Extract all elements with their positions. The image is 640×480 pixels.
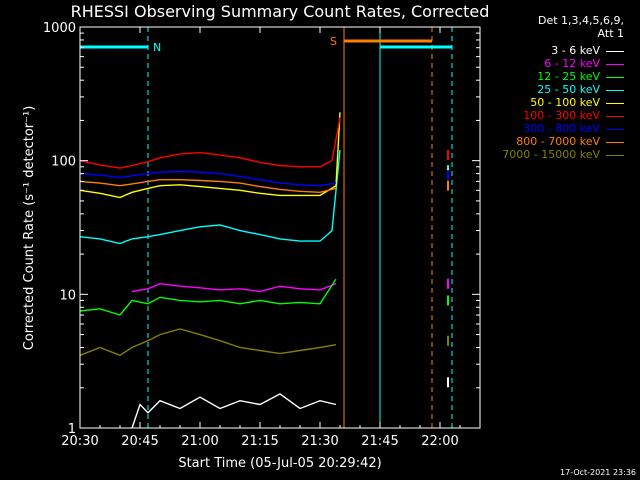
series-line — [79, 170, 337, 187]
legend-swatch — [606, 63, 624, 65]
flag-label: N — [153, 41, 161, 54]
legend-swatch — [606, 141, 624, 143]
legend-entry: 300 - 800 keV — [523, 122, 624, 135]
series-line — [79, 328, 337, 357]
legend: Det 1,3,4,5,6,9, Att 1 3 - 6 keV 6 - 12 k… — [472, 14, 632, 164]
y-axis-label: Corrected Count Rate (s⁻¹ detector⁻¹) — [22, 106, 37, 351]
legend-header-line-1: Det 1,3,4,5,6,9, — [537, 14, 624, 27]
series-line — [79, 112, 341, 199]
legend-entry-label: 800 - 7000 keV — [516, 135, 600, 148]
legend-swatch — [606, 50, 624, 52]
x-axis-label: Start Time (05-Jul-05 20:29:42) — [178, 456, 381, 471]
series-line — [79, 117, 341, 169]
legend-entry-label: 25 - 50 keV — [537, 83, 600, 96]
legend-swatch — [606, 76, 624, 78]
series-line — [131, 393, 337, 429]
series-line — [79, 150, 341, 245]
y-tick-label: 1 — [68, 422, 76, 437]
series-line — [79, 278, 337, 316]
legend-entry: 3 - 6 keV — [551, 44, 624, 57]
x-tick-label: 20:45 — [121, 434, 158, 449]
legend-entry-label: 50 - 100 keV — [530, 96, 600, 109]
plot-frame — [79, 26, 481, 429]
legend-entry: 7000 - 15000 keV — [502, 148, 624, 161]
legend-swatch — [606, 102, 624, 104]
legend-entry-label: 100 - 300 keV — [523, 109, 600, 122]
legend-entry: 6 - 12 keV — [544, 57, 624, 70]
legend-entry-label: 6 - 12 keV — [544, 57, 600, 70]
legend-entry-label: 300 - 800 keV — [523, 122, 600, 135]
legend-entry-label: 12 - 25 keV — [537, 70, 600, 83]
legend-entry-label: 7000 - 15000 keV — [502, 148, 600, 161]
legend-entry: 50 - 100 keV — [530, 96, 624, 109]
corner-date: 17-Oct-2021 23:36 — [560, 468, 636, 477]
legend-header-line-2: Att 1 — [597, 27, 624, 40]
axes: 20:30 20:45 21:00 21:15 21:30 21:45 22:00 1 10 10… — [43, 21, 481, 449]
series-line — [131, 282, 337, 293]
y-tick-label: 10 — [59, 288, 76, 303]
flag-label: S — [330, 35, 337, 48]
series-line — [79, 178, 337, 194]
x-tick-label: 21:45 — [361, 434, 398, 449]
legend-swatch — [606, 128, 624, 130]
legend-swatch — [606, 89, 624, 91]
y-tick-label: 100 — [51, 155, 76, 170]
legend-swatch — [606, 154, 624, 156]
legend-entry: 12 - 25 keV — [537, 70, 624, 83]
legend-entry-label: 3 - 6 keV — [551, 44, 600, 57]
x-tick-label: 21:15 — [241, 434, 278, 449]
legend-entry: 100 - 300 keV — [523, 109, 624, 122]
x-tick-label: 21:00 — [181, 434, 218, 449]
x-tick-label: 20:30 — [61, 434, 98, 449]
chart-title: RHESSI Observing Summary Count Rates, Co… — [71, 2, 490, 21]
x-tick-label: 21:30 — [301, 434, 338, 449]
x-tick-label: 22:00 — [421, 434, 458, 449]
legend-swatch — [606, 115, 624, 117]
legend-entry: 800 - 7000 keV — [516, 135, 624, 148]
y-tick-label: 1000 — [43, 21, 76, 36]
legend-entry: 25 - 50 keV — [537, 83, 624, 96]
